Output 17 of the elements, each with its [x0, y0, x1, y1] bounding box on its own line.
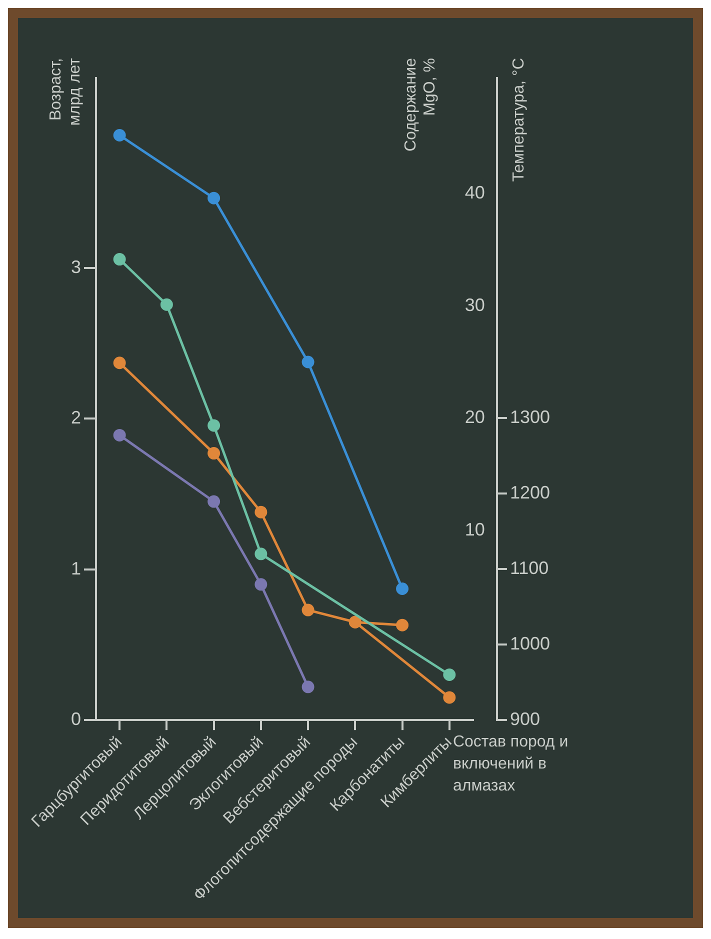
y2-axis-title: Содержание MgO, % [402, 58, 438, 152]
y2-tick-label: 40 [464, 182, 485, 203]
y-tick-label: 0 [70, 709, 82, 730]
y-tick-label: 1 [70, 558, 82, 578]
x-axis-title: Состав пород и включений в алмазах [452, 733, 568, 794]
y3-tick-label: 1100 [510, 558, 549, 578]
y3-tick-label: 1000 [510, 634, 550, 654]
y3-tick-label: 1300 [510, 406, 550, 427]
y3-axis-title: Температура, °C [510, 58, 528, 182]
y-tick-label: 3 [70, 256, 82, 277]
y3-tick-label: 1200 [510, 482, 550, 502]
y-axis-title: Возраст, млрд лет [47, 57, 84, 126]
y-tick-label: 2 [70, 408, 82, 428]
y2-tick-label: 10 [464, 519, 485, 540]
y2-tick-label: 20 [464, 407, 485, 428]
y3-tick-label: 900 [510, 709, 540, 730]
y2-tick-label: 30 [464, 294, 485, 315]
